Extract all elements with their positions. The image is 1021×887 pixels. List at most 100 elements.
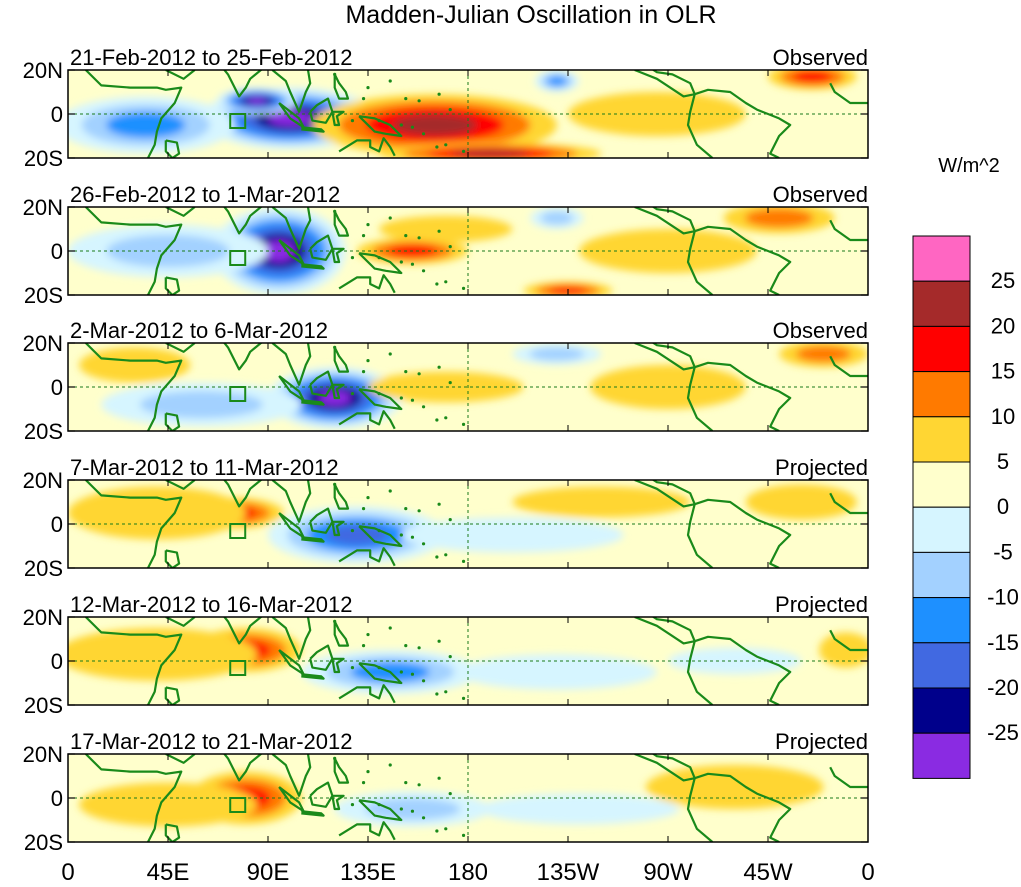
coastline	[165, 343, 196, 353]
island	[435, 418, 439, 422]
coastline	[333, 620, 350, 647]
coastline	[223, 207, 263, 235]
panel-type: Projected	[775, 592, 868, 617]
anomaly-contour	[247, 97, 267, 105]
coastline	[85, 343, 183, 431]
coastline	[829, 492, 868, 515]
coastline	[223, 617, 263, 645]
colorbar-label: 0	[997, 494, 1009, 519]
colorbar-label: 15	[991, 359, 1015, 384]
colorbar-swatch	[912, 506, 971, 553]
coastline	[301, 810, 325, 817]
island	[377, 119, 381, 123]
coastline	[338, 547, 396, 567]
island	[444, 827, 448, 831]
colorbar-label: 10	[991, 404, 1015, 429]
coastline	[164, 139, 181, 158]
colorbar-swatch	[912, 642, 971, 689]
colorbar-label: 5	[997, 449, 1009, 474]
anomaly-contour	[379, 215, 513, 243]
colorbar-swatch	[912, 732, 971, 779]
island	[444, 553, 448, 557]
coastline	[829, 355, 868, 378]
lat-label: 20S	[24, 419, 63, 444]
lon-label: 180	[448, 859, 488, 886]
anomaly-contour	[368, 371, 524, 403]
panel-stack: 20N 0 20S 21-Feb-2012 to 25-Feb-2012 Observe…	[23, 45, 869, 855]
island	[421, 816, 426, 820]
island	[388, 216, 392, 220]
colorbar-label: 20	[991, 313, 1015, 338]
colorbar-swatch	[912, 597, 971, 644]
island	[444, 143, 448, 147]
island	[404, 234, 408, 238]
island	[421, 132, 426, 136]
coastline	[271, 754, 312, 797]
anomaly-contour	[79, 782, 257, 827]
coastline	[164, 686, 181, 705]
coastline	[358, 525, 403, 548]
coastline	[331, 383, 345, 400]
coastline	[694, 772, 792, 842]
coastline	[301, 536, 325, 543]
island	[333, 619, 337, 624]
colorbar-swatch	[912, 416, 971, 463]
island	[361, 97, 366, 101]
island	[437, 92, 441, 96]
coastline	[634, 343, 696, 371]
island	[388, 79, 392, 83]
anomaly-contour	[819, 632, 868, 668]
colorbar-swatch	[912, 687, 971, 734]
colorbar-swatch	[912, 325, 971, 373]
anomaly-contour	[547, 76, 567, 86]
island	[461, 833, 466, 838]
coastline	[686, 230, 714, 295]
island	[435, 692, 439, 696]
coastline	[338, 274, 396, 294]
coastline	[165, 480, 196, 490]
island	[366, 223, 370, 227]
lat-label: 20N	[23, 605, 63, 630]
island	[435, 282, 439, 286]
figure-title: Madden-Julian Oscillation in OLR	[345, 1, 716, 29]
anomaly-contour	[479, 793, 680, 825]
lat-label: 20S	[24, 693, 63, 718]
island	[399, 123, 403, 127]
island	[388, 626, 392, 630]
island	[410, 262, 415, 266]
island	[399, 396, 403, 400]
island	[399, 670, 403, 674]
coastline	[358, 662, 403, 685]
island	[366, 770, 370, 774]
coastline	[333, 210, 350, 237]
lat-label: 0	[51, 649, 63, 674]
colorbar-label: -15	[987, 630, 1019, 655]
coastline	[358, 799, 403, 822]
coastline	[358, 388, 403, 411]
coastlines	[85, 617, 868, 705]
island	[437, 502, 441, 506]
anomaly-contour	[796, 345, 851, 363]
coastline	[686, 777, 714, 842]
anomaly-contour	[392, 114, 478, 136]
island	[435, 829, 439, 833]
lat-label: 20N	[23, 742, 63, 767]
anomaly-contour	[68, 628, 257, 681]
anomaly-contour	[401, 517, 624, 553]
island	[377, 392, 381, 396]
island	[361, 507, 366, 511]
coastline	[271, 70, 312, 113]
coastline	[271, 480, 312, 523]
island	[377, 666, 381, 670]
coastline	[164, 276, 181, 295]
anomaly-contour	[744, 208, 814, 228]
coastline	[223, 754, 263, 782]
coastline	[358, 252, 403, 275]
island	[399, 807, 403, 811]
island	[437, 365, 441, 369]
island	[333, 72, 337, 76]
island	[350, 119, 355, 123]
coastline	[223, 480, 263, 508]
map-panel: 20N 0 20S 17-Mar-2012 to 21-Mar-2012 Project…	[23, 729, 869, 855]
